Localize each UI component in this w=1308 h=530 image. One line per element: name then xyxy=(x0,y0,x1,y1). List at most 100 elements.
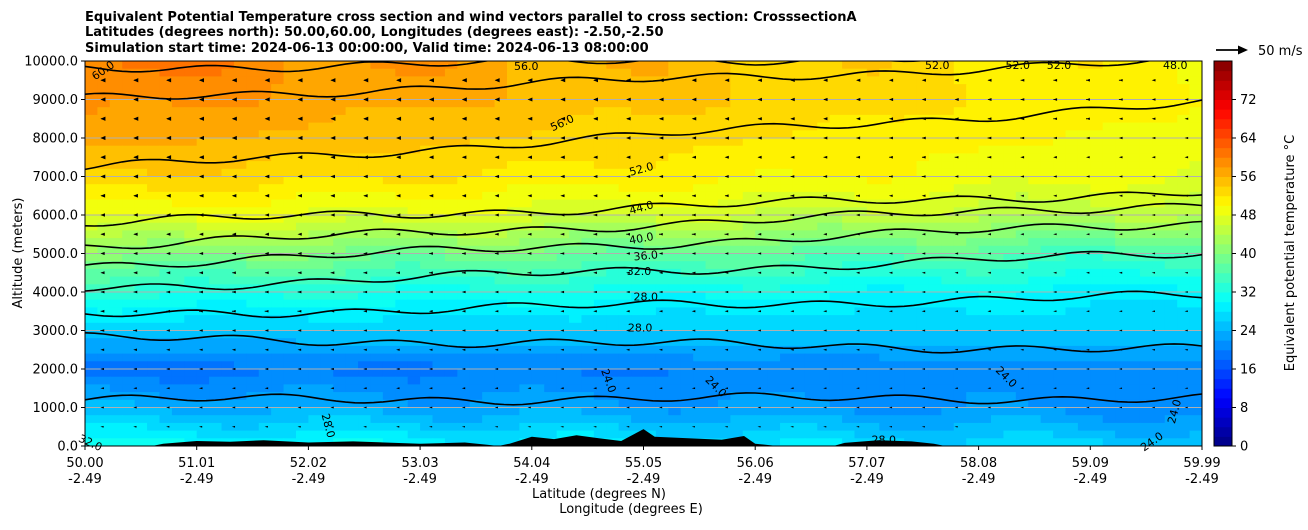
field-cell xyxy=(867,354,880,362)
field-cell xyxy=(1177,238,1190,246)
field-cell xyxy=(966,323,979,331)
field-cell xyxy=(681,92,694,100)
field-cell xyxy=(867,84,880,92)
field-cell xyxy=(1165,238,1178,246)
field-cell xyxy=(656,107,669,115)
field-cell xyxy=(507,76,520,84)
field-cell xyxy=(879,207,892,215)
field-cell xyxy=(172,384,185,392)
field-cell xyxy=(482,307,495,315)
field-cell xyxy=(917,331,930,339)
field-cell xyxy=(1165,438,1178,446)
field-cell xyxy=(495,369,508,377)
field-cell xyxy=(197,184,210,192)
field-cell xyxy=(1090,115,1103,123)
field-cell xyxy=(954,261,967,269)
field-cell xyxy=(85,384,98,392)
field-cell xyxy=(495,392,508,400)
field-cell xyxy=(482,254,495,262)
field-cell xyxy=(1090,107,1103,115)
field-cell xyxy=(110,123,123,131)
field-cell xyxy=(184,100,197,108)
field-cell xyxy=(383,184,396,192)
field-cell xyxy=(1103,323,1116,331)
field-cell xyxy=(1165,246,1178,254)
field-cell xyxy=(979,300,992,308)
field-cell xyxy=(755,277,768,285)
field-cell xyxy=(532,277,545,285)
field-cell xyxy=(718,346,731,354)
field-cell xyxy=(941,323,954,331)
field-cell xyxy=(1190,269,1203,277)
field-cell xyxy=(519,415,532,423)
field-cell xyxy=(259,76,272,84)
field-cell xyxy=(606,146,619,154)
field-cell xyxy=(1028,200,1041,208)
field-cell xyxy=(1115,431,1128,439)
field-cell xyxy=(842,400,855,408)
field-cell xyxy=(941,384,954,392)
field-cell xyxy=(1140,169,1153,177)
field-cell xyxy=(1078,84,1091,92)
field-cell xyxy=(941,107,954,115)
field-cell xyxy=(122,300,135,308)
field-cell xyxy=(1041,161,1054,169)
field-cell xyxy=(433,346,446,354)
field-cell xyxy=(296,292,309,300)
field-cell xyxy=(1165,230,1178,238)
field-cell xyxy=(557,100,570,108)
field-cell xyxy=(631,361,644,369)
field-cell xyxy=(110,184,123,192)
field-cell xyxy=(433,315,446,323)
field-cell xyxy=(892,384,905,392)
field-cell xyxy=(830,415,843,423)
field-cell xyxy=(222,415,235,423)
field-cell xyxy=(768,323,781,331)
field-cell xyxy=(730,169,743,177)
field-cell xyxy=(122,400,135,408)
field-cell xyxy=(122,146,135,154)
field-cell xyxy=(954,284,967,292)
field-cell xyxy=(544,423,557,431)
field-cell xyxy=(284,207,297,215)
field-cell xyxy=(954,438,967,446)
field-cell xyxy=(792,246,805,254)
field-cell xyxy=(743,123,756,131)
field-cell xyxy=(581,277,594,285)
field-cell xyxy=(184,269,197,277)
field-cell xyxy=(966,423,979,431)
field-cell xyxy=(433,392,446,400)
field-cell xyxy=(1090,76,1103,84)
field-cell xyxy=(222,107,235,115)
field-cell xyxy=(1078,354,1091,362)
field-cell xyxy=(383,384,396,392)
field-cell xyxy=(259,277,272,285)
field-cell xyxy=(768,423,781,431)
field-cell xyxy=(408,153,421,161)
field-cell xyxy=(1190,361,1203,369)
field-cell xyxy=(606,223,619,231)
field-cell xyxy=(271,84,284,92)
field-cell xyxy=(495,415,508,423)
field-cell xyxy=(755,415,768,423)
field-cell xyxy=(1065,153,1078,161)
field-cell xyxy=(1128,92,1141,100)
field-cell xyxy=(1028,400,1041,408)
field-cell xyxy=(135,438,148,446)
field-cell xyxy=(805,315,818,323)
field-cell xyxy=(1177,369,1190,377)
field-cell xyxy=(1028,331,1041,339)
field-cell xyxy=(532,331,545,339)
field-cell xyxy=(246,184,259,192)
field-cell xyxy=(929,292,942,300)
field-cell xyxy=(284,354,297,362)
field-cell xyxy=(917,323,930,331)
field-cell xyxy=(147,415,160,423)
field-cell xyxy=(817,284,830,292)
field-cell xyxy=(1103,161,1116,169)
field-cell xyxy=(507,292,520,300)
field-cell xyxy=(569,415,582,423)
field-cell xyxy=(284,107,297,115)
field-cell xyxy=(110,338,123,346)
